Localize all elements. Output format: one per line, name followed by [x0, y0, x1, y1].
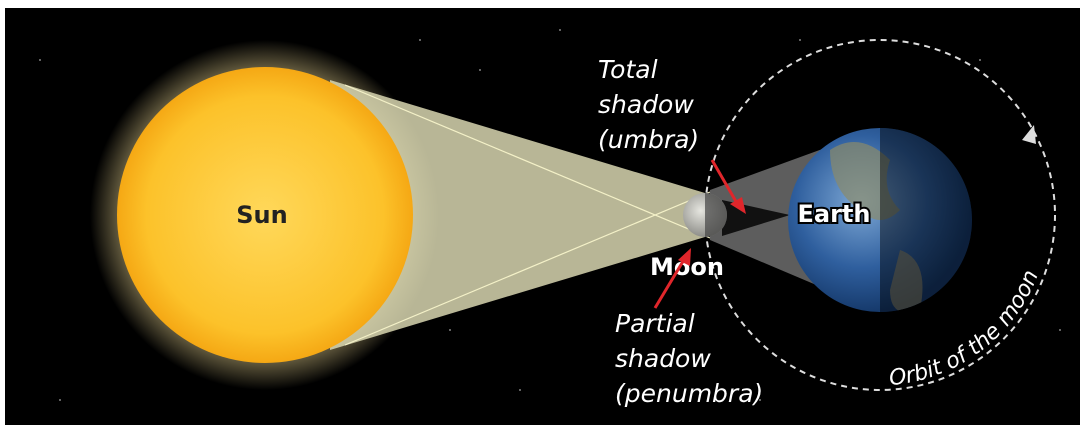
penumbra-line: shadow	[615, 344, 711, 373]
umbra-line: (umbra)	[598, 125, 699, 154]
penumbra-line: (penumbra)	[615, 379, 763, 408]
sun-label: Sun	[236, 201, 287, 229]
umbra-line: Total	[598, 55, 658, 84]
eclipse-diagram: Sun Moon Earth Total shadow (umbra) Part…	[0, 0, 1085, 430]
penumbra-line: Partial	[615, 309, 695, 338]
earth-label: Earth	[798, 200, 871, 228]
umbra-line: shadow	[598, 90, 694, 119]
